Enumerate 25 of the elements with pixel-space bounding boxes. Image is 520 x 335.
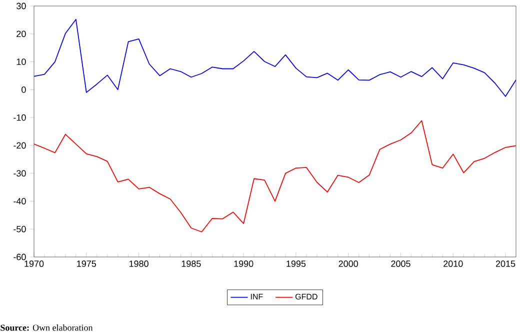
y-tick-label: -10 [14, 114, 26, 121]
text: Source: Own elaboration [0, 324, 93, 331]
y-tick-label: 20 [16, 30, 26, 38]
line-series [34, 120, 516, 232]
legend-label: INF [250, 294, 263, 300]
y-tick-label: -60 [14, 254, 26, 260]
line-series [34, 18, 516, 97]
x-tick-label: 1970 [24, 260, 44, 267]
y-tick-label: 0 [22, 86, 26, 93]
y-tick-label: -50 [14, 226, 26, 232]
x-tick-label: 2015 [496, 260, 516, 267]
x-tick-label: 1990 [234, 260, 254, 267]
y-tick-label: -20 [14, 142, 26, 149]
y-tick-label: 10 [16, 58, 26, 65]
x-tick-label: 1995 [286, 260, 306, 267]
x-tick-label: 2010 [444, 260, 463, 267]
x-tick-label: 2005 [391, 260, 410, 267]
y-tick-label: -30 [14, 170, 26, 177]
legend-label: GFDD [295, 294, 318, 300]
x-tick-label: 1980 [129, 260, 148, 267]
x-tick-label: 1975 [77, 260, 96, 267]
y-tick-label: -40 [14, 198, 26, 204]
x-tick-label: 1985 [182, 260, 201, 267]
y-tick-label: 30 [16, 2, 26, 10]
x-tick-label: 2000 [338, 260, 358, 267]
